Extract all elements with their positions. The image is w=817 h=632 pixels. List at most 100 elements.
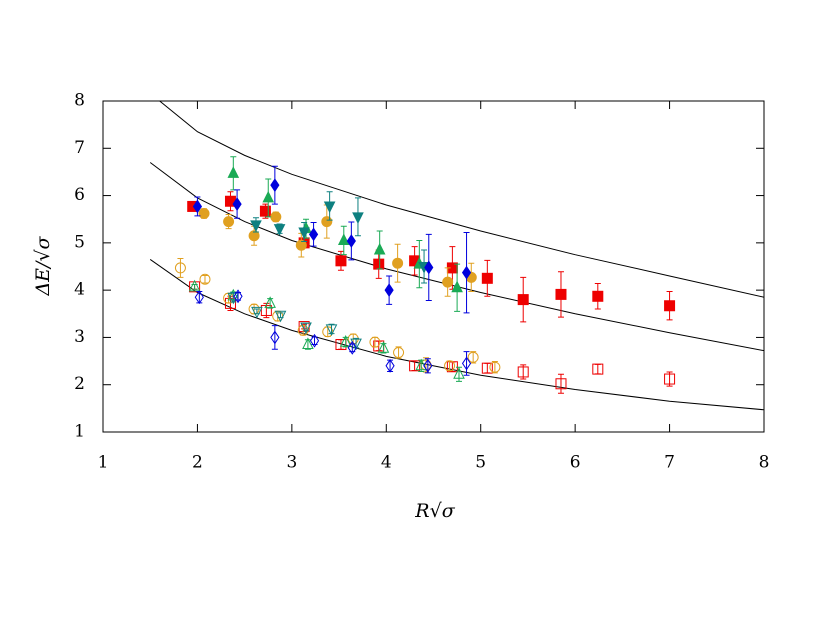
- point: [264, 296, 276, 308]
- point: [423, 358, 433, 373]
- point: [592, 290, 604, 302]
- error-bar: [463, 351, 470, 376]
- point: [199, 273, 211, 285]
- point: [300, 322, 312, 335]
- x-tick-label: 2: [192, 453, 203, 473]
- point: [270, 211, 282, 223]
- point: [467, 351, 479, 363]
- error-bar: [328, 323, 335, 335]
- point: [308, 227, 319, 242]
- point: [227, 166, 240, 178]
- point: [489, 361, 501, 373]
- point: [392, 257, 404, 269]
- point: [377, 341, 390, 353]
- x-tick-label: 5: [475, 453, 486, 473]
- point: [481, 362, 493, 374]
- error-bar: [424, 358, 431, 374]
- error-bar: [177, 257, 184, 278]
- point: [325, 324, 338, 337]
- x-tick-label: 7: [664, 453, 675, 473]
- point: [233, 289, 243, 304]
- curve: [149, 258, 765, 411]
- point: [517, 294, 529, 306]
- point: [352, 212, 364, 224]
- x-tick-label: 3: [286, 453, 297, 473]
- point: [664, 300, 676, 312]
- point: [337, 233, 350, 245]
- y-tick-label: 6: [74, 185, 85, 205]
- point: [461, 356, 472, 371]
- point: [250, 220, 262, 233]
- point: [335, 255, 347, 267]
- point: [339, 335, 352, 347]
- error-bar: [380, 343, 387, 354]
- point: [664, 373, 676, 385]
- point: [373, 242, 386, 255]
- y-axis-label: ΔE/√σ: [32, 235, 54, 296]
- point: [451, 280, 463, 293]
- curve: [149, 162, 765, 352]
- point: [270, 178, 280, 193]
- point: [273, 224, 286, 236]
- point: [415, 358, 428, 371]
- error-bar: [395, 346, 402, 359]
- point: [274, 310, 287, 323]
- error-bar: [557, 373, 564, 394]
- y-tick-label: 3: [74, 327, 85, 347]
- point: [442, 276, 454, 288]
- curve: [159, 100, 765, 298]
- y-tick-label: 7: [74, 138, 85, 158]
- x-axis-label: R√σ: [414, 500, 455, 522]
- point: [444, 360, 456, 372]
- point: [198, 208, 210, 220]
- point: [251, 306, 263, 319]
- point: [321, 216, 333, 228]
- point: [384, 283, 394, 298]
- point: [555, 378, 567, 390]
- error-bar: [594, 363, 601, 375]
- point: [347, 340, 357, 355]
- point: [259, 205, 271, 217]
- point: [369, 336, 381, 348]
- y-tick-label: 1: [74, 422, 85, 442]
- x-tick-label: 8: [759, 453, 770, 473]
- point: [453, 367, 465, 379]
- point: [223, 216, 235, 228]
- x-tick-label: 4: [381, 453, 392, 473]
- error-bar: [470, 351, 477, 364]
- y-tick-label: 8: [74, 91, 85, 111]
- point: [409, 360, 421, 372]
- error-bar: [387, 359, 394, 372]
- error-bar: [484, 362, 491, 374]
- point: [192, 199, 203, 214]
- point: [393, 347, 405, 359]
- point: [555, 288, 567, 300]
- point: [323, 201, 336, 214]
- x-tick-label: 1: [98, 453, 109, 473]
- point: [424, 260, 434, 275]
- point: [188, 279, 201, 292]
- y-tick-label: 2: [74, 374, 85, 394]
- point: [373, 258, 385, 270]
- y-tick-label: 5: [74, 232, 85, 252]
- point: [262, 190, 275, 203]
- error-bar: [304, 339, 311, 350]
- point: [298, 227, 310, 240]
- error-bar: [267, 298, 274, 309]
- point: [248, 230, 260, 242]
- point: [270, 330, 280, 345]
- point: [461, 265, 472, 280]
- plot-frame: [102, 100, 765, 433]
- point: [174, 262, 186, 274]
- x-tick-label: 6: [570, 453, 581, 473]
- point: [385, 358, 395, 373]
- point: [481, 272, 493, 284]
- point: [517, 366, 529, 378]
- point: [232, 197, 242, 211]
- point: [194, 290, 204, 305]
- point: [592, 363, 604, 375]
- error-bar: [342, 336, 349, 348]
- point: [346, 234, 356, 248]
- point: [302, 337, 314, 350]
